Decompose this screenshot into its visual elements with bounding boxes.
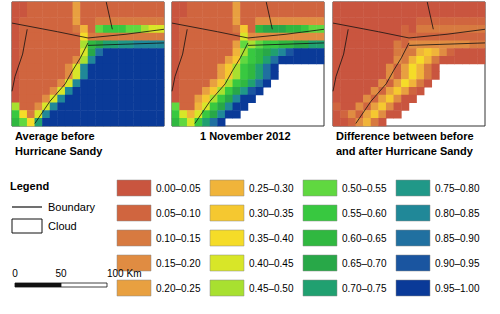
svg-text:0.70–0.75: 0.70–0.75: [342, 283, 387, 294]
svg-text:0.60–0.65: 0.60–0.65: [342, 233, 387, 244]
svg-text:and after Hurricane Sandy: and after Hurricane Sandy: [336, 145, 474, 157]
svg-text:0.20–0.25: 0.20–0.25: [156, 283, 201, 294]
svg-text:Boundary: Boundary: [48, 201, 96, 213]
svg-text:0: 0: [12, 268, 18, 279]
svg-text:0.95–1.00: 0.95–1.00: [435, 283, 480, 294]
svg-text:0.65–0.70: 0.65–0.70: [342, 258, 387, 269]
svg-text:0.40–0.45: 0.40–0.45: [249, 258, 294, 269]
svg-text:0.30–0.35: 0.30–0.35: [249, 208, 294, 219]
svg-text:0.15–0.20: 0.15–0.20: [156, 258, 201, 269]
svg-text:0.05–0.10: 0.05–0.10: [156, 208, 201, 219]
svg-text:0.35–0.40: 0.35–0.40: [249, 233, 294, 244]
svg-text:0.80–0.85: 0.80–0.85: [435, 208, 480, 219]
svg-text:1 November 2012: 1 November 2012: [200, 130, 291, 142]
svg-text:0.00–0.05: 0.00–0.05: [156, 183, 201, 194]
svg-text:Difference between before: Difference between before: [336, 130, 477, 142]
svg-text:0.90–0.95: 0.90–0.95: [435, 258, 480, 269]
svg-text:Average before: Average before: [15, 130, 98, 142]
svg-text:0.75–0.80: 0.75–0.80: [435, 183, 480, 194]
svg-text:0.50–0.55: 0.50–0.55: [342, 183, 387, 194]
svg-text:0.55–0.60: 0.55–0.60: [342, 208, 387, 219]
svg-text:0.85–0.90: 0.85–0.90: [435, 233, 480, 244]
svg-text:100 Km: 100 Km: [107, 268, 141, 279]
svg-text:Legend: Legend: [10, 180, 49, 192]
svg-text:0.10–0.15: 0.10–0.15: [156, 233, 201, 244]
svg-text:0.45–0.50: 0.45–0.50: [249, 283, 294, 294]
svg-text:50: 50: [55, 268, 67, 279]
svg-text:0.25–0.30: 0.25–0.30: [249, 183, 294, 194]
svg-text:Hurricane Sandy: Hurricane Sandy: [15, 145, 103, 157]
svg-text:Cloud: Cloud: [48, 220, 77, 232]
